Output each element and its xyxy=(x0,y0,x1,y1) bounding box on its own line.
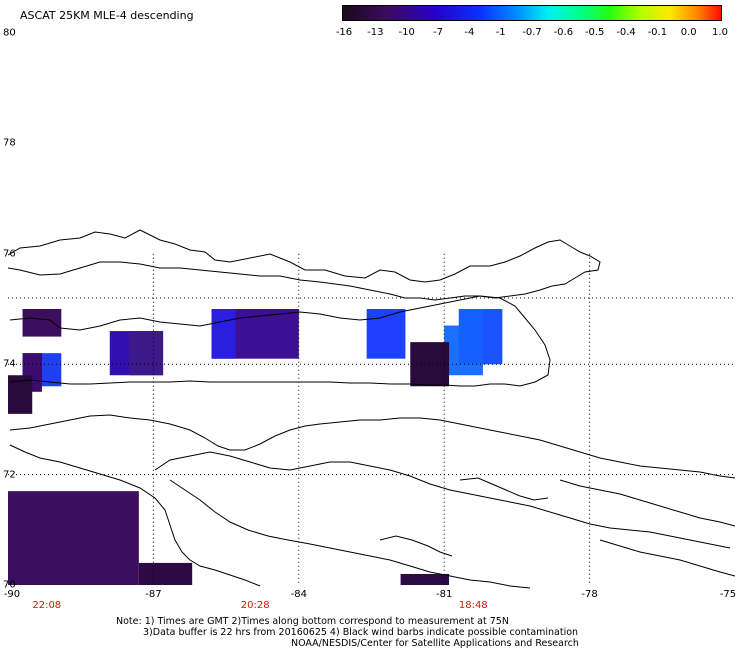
wind-data-cell xyxy=(482,309,503,365)
map-title: ASCAT 25KM MLE-4 descending xyxy=(20,9,194,22)
colorbar-tick-label: -0.7 xyxy=(522,27,542,38)
colorbar-tick-labels: -16 -13 -10 -7 -4 -1 -0.7 -0.6 -0.5 -0.4 -0.1 0.0 1.… xyxy=(0,0,740,40)
longitude-label: -78 xyxy=(581,589,598,600)
y-axis-labels: 80 78 76 74 72 70 xyxy=(0,0,30,650)
colorbar-tick-label: -10 xyxy=(398,27,415,38)
colorbar-tick-label: -1 xyxy=(495,27,506,38)
latitude-label: 72 xyxy=(3,469,16,481)
wind-data-cell xyxy=(400,573,450,585)
colorbar-tick-label: -0.5 xyxy=(584,27,605,38)
wind-data-cell xyxy=(22,309,62,337)
colorbar-tick-label: 0.0 xyxy=(680,27,697,38)
longitude-label: -84 xyxy=(290,589,307,600)
coastline-islands-c xyxy=(379,535,453,557)
colorbar-tick-label: 1.0 xyxy=(712,27,728,38)
wind-data-cell xyxy=(8,491,139,585)
longitude-label: -90 xyxy=(3,589,21,600)
graticule xyxy=(8,253,735,585)
colorbar-tick-label: -0.1 xyxy=(647,27,668,38)
latitude-label: 76 xyxy=(3,248,16,260)
colorbar xyxy=(342,5,722,21)
latitude-label: 70 xyxy=(3,579,16,591)
longitude-label: -75 xyxy=(719,589,737,600)
longitude-label: -87 xyxy=(145,589,162,600)
coastline-devon xyxy=(9,295,551,387)
coastline-islands-b xyxy=(599,539,736,577)
wind-data-cell xyxy=(129,331,164,376)
coastline-somerset xyxy=(9,414,736,479)
wind-data-cell xyxy=(366,309,406,359)
coastline-gulf xyxy=(169,479,531,589)
colorbar-tick-label: -0.4 xyxy=(616,27,636,38)
colorbar-tick-label: -0.6 xyxy=(553,27,574,38)
latitude-label: 74 xyxy=(3,358,16,370)
pass-time-label: 18:48 xyxy=(458,600,488,611)
coastlines xyxy=(7,229,736,589)
wind-data-cell xyxy=(138,562,193,585)
coastline-southeast xyxy=(559,479,736,527)
colorbar-tick-label: -7 xyxy=(433,27,443,38)
colorbar-gradient xyxy=(342,5,722,21)
pass-time-label: 20:28 xyxy=(240,600,270,611)
coastline-boothia xyxy=(9,444,261,587)
coastline-inner xyxy=(154,451,731,549)
colorbar-tick-label: -13 xyxy=(367,27,384,38)
coastline-north-island xyxy=(7,229,601,301)
footer-credit: NOAA/NESDIS/Center for Satellite Applica… xyxy=(291,638,579,649)
coastline-islands-a xyxy=(459,477,549,501)
colorbar-tick-label: -4 xyxy=(464,27,475,38)
footer-note-line-1: Note: 1) Times are GMT 2)Times along bot… xyxy=(116,616,509,627)
latitude-label: 80 xyxy=(3,27,16,39)
pass-time-label: 22:08 xyxy=(32,600,62,611)
footer-note-line-2: 3)Data buffer is 22 hrs from 20160625 4)… xyxy=(143,627,579,638)
colorbar-tick-label: -16 xyxy=(335,27,353,38)
wind-data-cell xyxy=(211,309,236,359)
longitude-label: -81 xyxy=(436,589,453,600)
latitude-label: 78 xyxy=(3,137,16,149)
